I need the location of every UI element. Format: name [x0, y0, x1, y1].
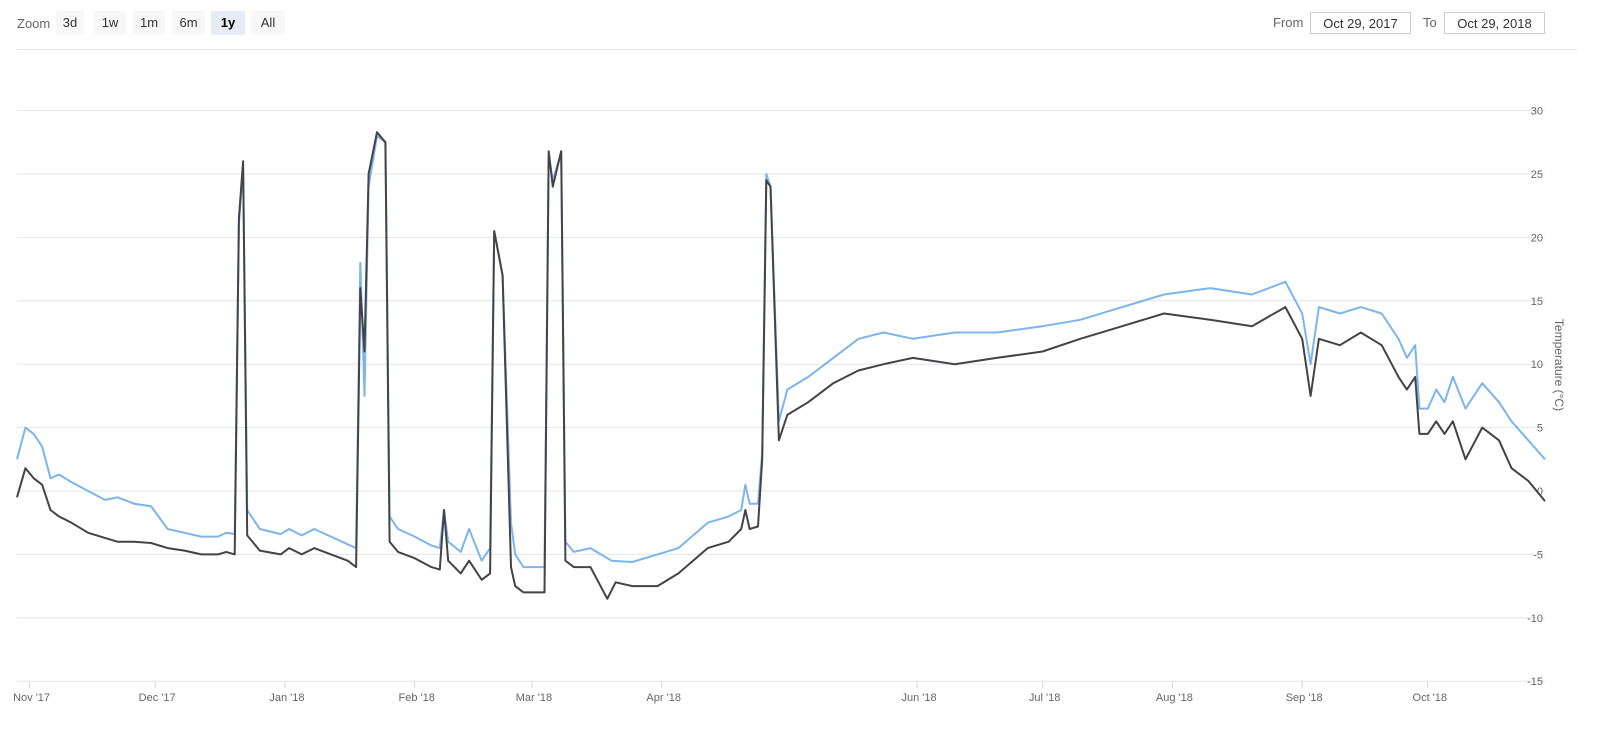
x-tick-label: Jun '18 — [901, 692, 936, 704]
x-tick-label: Sep '18 — [1286, 692, 1323, 704]
range-selector-toolbar: Zoom 3d 1w 1m 6m 1y All From Oct 29, 201… — [0, 0, 1602, 48]
x-tick-label: Apr '18 — [646, 692, 681, 704]
series-line-2[interactable] — [16, 131, 1546, 600]
y-tick-label: 30 — [1531, 106, 1543, 118]
y-tick-label: 5 — [1537, 423, 1543, 435]
x-axis: Nov '17 Dec '17 Jan '18 Feb '18 Mar '18 Apr '… — [13, 682, 1447, 704]
x-tick-label: Aug '18 — [1156, 692, 1193, 704]
zoom-label: Zoom — [17, 16, 51, 31]
zoom-3d-button[interactable]: 3d — [56, 11, 84, 35]
from-label: From — [1273, 15, 1304, 30]
from-date-input[interactable]: Oct 29, 2017 — [1310, 12, 1411, 34]
x-tick-label: Jan '18 — [269, 692, 304, 704]
series-lines — [16, 131, 1546, 600]
y-tick-label: 10 — [1531, 359, 1543, 371]
to-label: To — [1423, 15, 1437, 30]
y-axis-title: Temperature (°C) — [1552, 319, 1566, 411]
x-tick-label: Feb '18 — [399, 692, 435, 704]
x-tick-label: Oct '18 — [1413, 692, 1448, 704]
zoom-1w-button[interactable]: 1w — [94, 11, 126, 35]
zoom-6m-button[interactable]: 6m — [172, 11, 205, 35]
x-tick-label: Dec '17 — [139, 692, 176, 704]
x-tick-label: Nov '17 — [13, 692, 50, 704]
x-tick-label: Jul '18 — [1029, 692, 1060, 704]
y-tick-label: -10 — [1527, 613, 1543, 625]
zoom-1y-button[interactable]: 1y — [211, 11, 245, 35]
grid-lines — [17, 110, 1545, 682]
y-tick-label: -5 — [1533, 549, 1543, 561]
toolbar-separator — [17, 49, 1577, 50]
y-tick-label: 0 — [1537, 486, 1543, 498]
y-tick-label: -15 — [1527, 676, 1543, 688]
zoom-1m-button[interactable]: 1m — [133, 11, 165, 35]
zoom-all-button[interactable]: All — [251, 11, 285, 35]
to-date-input[interactable]: Oct 29, 2018 — [1444, 12, 1545, 34]
x-tick-label: Mar '18 — [516, 692, 552, 704]
y-tick-label: 25 — [1531, 169, 1543, 181]
y-tick-label: 20 — [1531, 232, 1543, 244]
y-tick-label: 15 — [1531, 296, 1543, 308]
y-axis: 30 25 20 15 10 5 0 -5 -10 -15 — [1527, 106, 1543, 689]
